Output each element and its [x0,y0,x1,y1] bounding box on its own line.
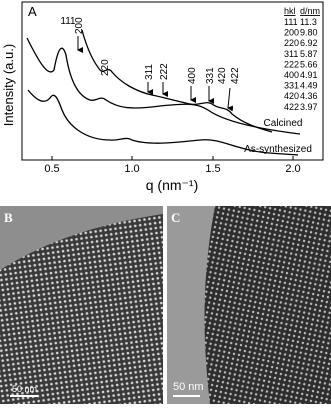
x-tick-label: 1.0 [124,163,139,175]
peak-label: 331 [205,67,216,84]
table-cell: 4.49 [300,81,318,91]
table-cell: 220 [284,38,299,48]
panel-label: B [4,210,13,225]
table-cell: 6.92 [300,38,318,48]
peak-label: 420 [217,67,228,84]
peak-label: 222 [159,63,170,80]
table-cell: 5.66 [300,59,318,69]
panel-c: C 50 nm [167,206,331,404]
table-cell: 111 [284,17,298,27]
curve [81,29,273,133]
table-header: hkl [284,6,296,16]
curve-label: Calcined [264,118,303,129]
scale-bar-label: 50 nm [12,384,37,394]
peak-label: 220 [100,59,111,76]
tem-lattice [204,206,331,404]
table-cell: 5.87 [300,49,318,59]
table-header: d/nm [300,6,320,16]
peak-label: 422 [230,67,241,84]
curve [26,37,301,135]
x-tick-label: 2.0 [285,163,300,175]
peak-label: 111 [60,16,76,27]
table-cell: 4.36 [300,91,318,101]
peak-label: 200 [74,17,85,34]
peak-label: 311 [144,64,155,80]
panel-label: A [28,4,37,19]
panel-label: C [171,210,180,225]
table-cell: 11.3 [300,17,317,27]
table-cell: 222 [284,59,299,69]
x-axis-label: q (nm⁻¹) [146,177,199,193]
table-cell: 3.97 [300,102,318,112]
table-cell: 420 [284,91,299,101]
arrow [227,87,234,112]
curve [27,89,299,156]
table-cell: 422 [284,102,299,112]
table-cell: 311 [284,49,298,59]
table-cell: 9.80 [300,28,318,38]
table-cell: 200 [284,28,299,38]
x-tick-label: 0.5 [44,163,59,175]
curve-label: As-synthesized [244,144,312,155]
panel-a: A Intensity (a.u.) q (nm⁻¹) 0.5 1.0 1.5 … [1,1,324,193]
panel-b: B 50 nm [0,206,163,404]
table-cell: 4.91 [300,70,318,80]
table-cell: 400 [284,70,299,80]
table-cell: 331 [284,81,299,91]
peak-label: 400 [187,67,198,84]
scale-bar-label: 50 nm [173,381,204,393]
tem-lattice [0,214,163,404]
x-tick-label: 1.5 [205,163,220,175]
y-axis-label: Intensity (a.u.) [1,44,16,126]
plot-frame [21,1,324,161]
x-ticks: 0.5 1.0 1.5 2.0 [44,156,301,175]
